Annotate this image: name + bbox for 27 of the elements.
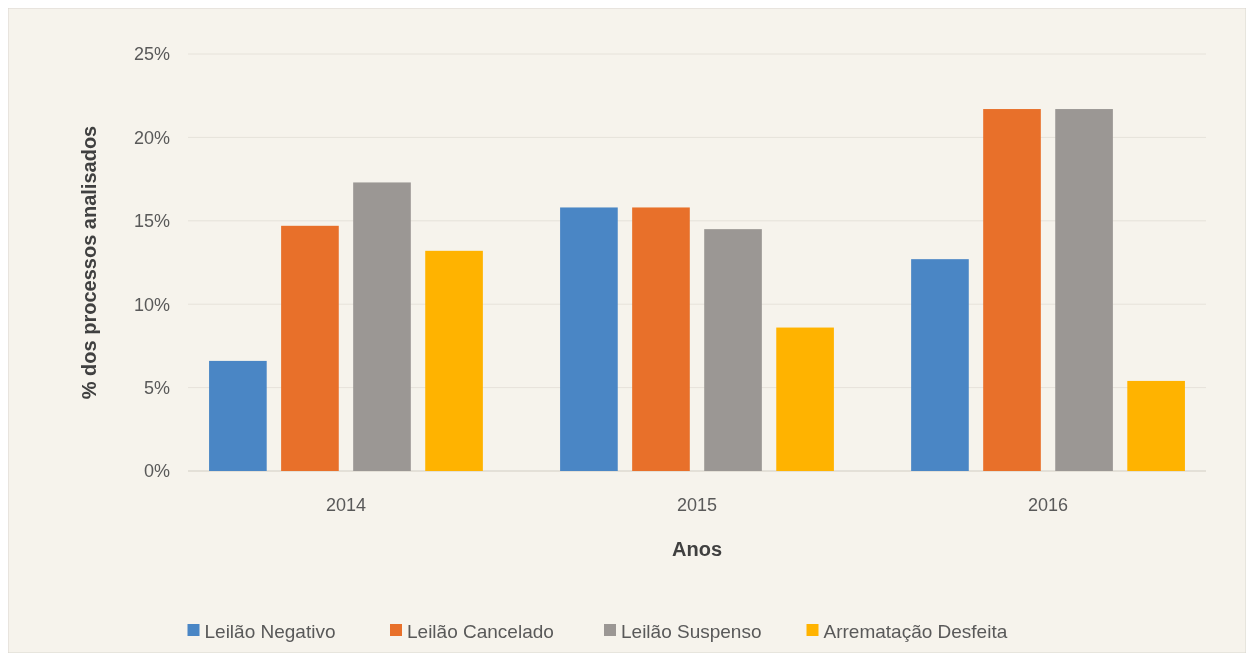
x-axis-title: Anos — [672, 538, 722, 560]
bar — [911, 259, 969, 471]
bar — [983, 109, 1041, 471]
y-tick-label: 5% — [143, 377, 170, 398]
legend-label: Arrematação Desfeita — [823, 620, 1008, 642]
bar — [1127, 380, 1185, 471]
bar — [776, 327, 834, 471]
y-axis-title: % dos processos analisados — [78, 125, 100, 400]
bar — [209, 360, 267, 471]
legend-label: Leilão Suspenso — [621, 620, 762, 642]
bar — [560, 207, 618, 471]
legend-label: Leilão Cancelado — [407, 620, 554, 642]
bar — [704, 229, 762, 471]
x-tick-label: 2016 — [1028, 495, 1069, 515]
x-tick-label: 2015 — [676, 495, 718, 515]
y-tick-label: 0% — [143, 461, 170, 482]
y-tick-label: 15% — [133, 211, 170, 232]
y-tick-label: 25% — [133, 44, 170, 65]
legend-label: Leilão Negativo — [204, 620, 336, 642]
y-tick-label: 20% — [133, 127, 170, 148]
bar — [1055, 109, 1113, 471]
x-tick-label: 2014 — [325, 495, 366, 515]
bar — [281, 225, 339, 471]
bar — [425, 250, 483, 471]
bar — [632, 207, 690, 471]
y-tick-label: 10% — [133, 294, 170, 315]
bar — [353, 182, 411, 471]
